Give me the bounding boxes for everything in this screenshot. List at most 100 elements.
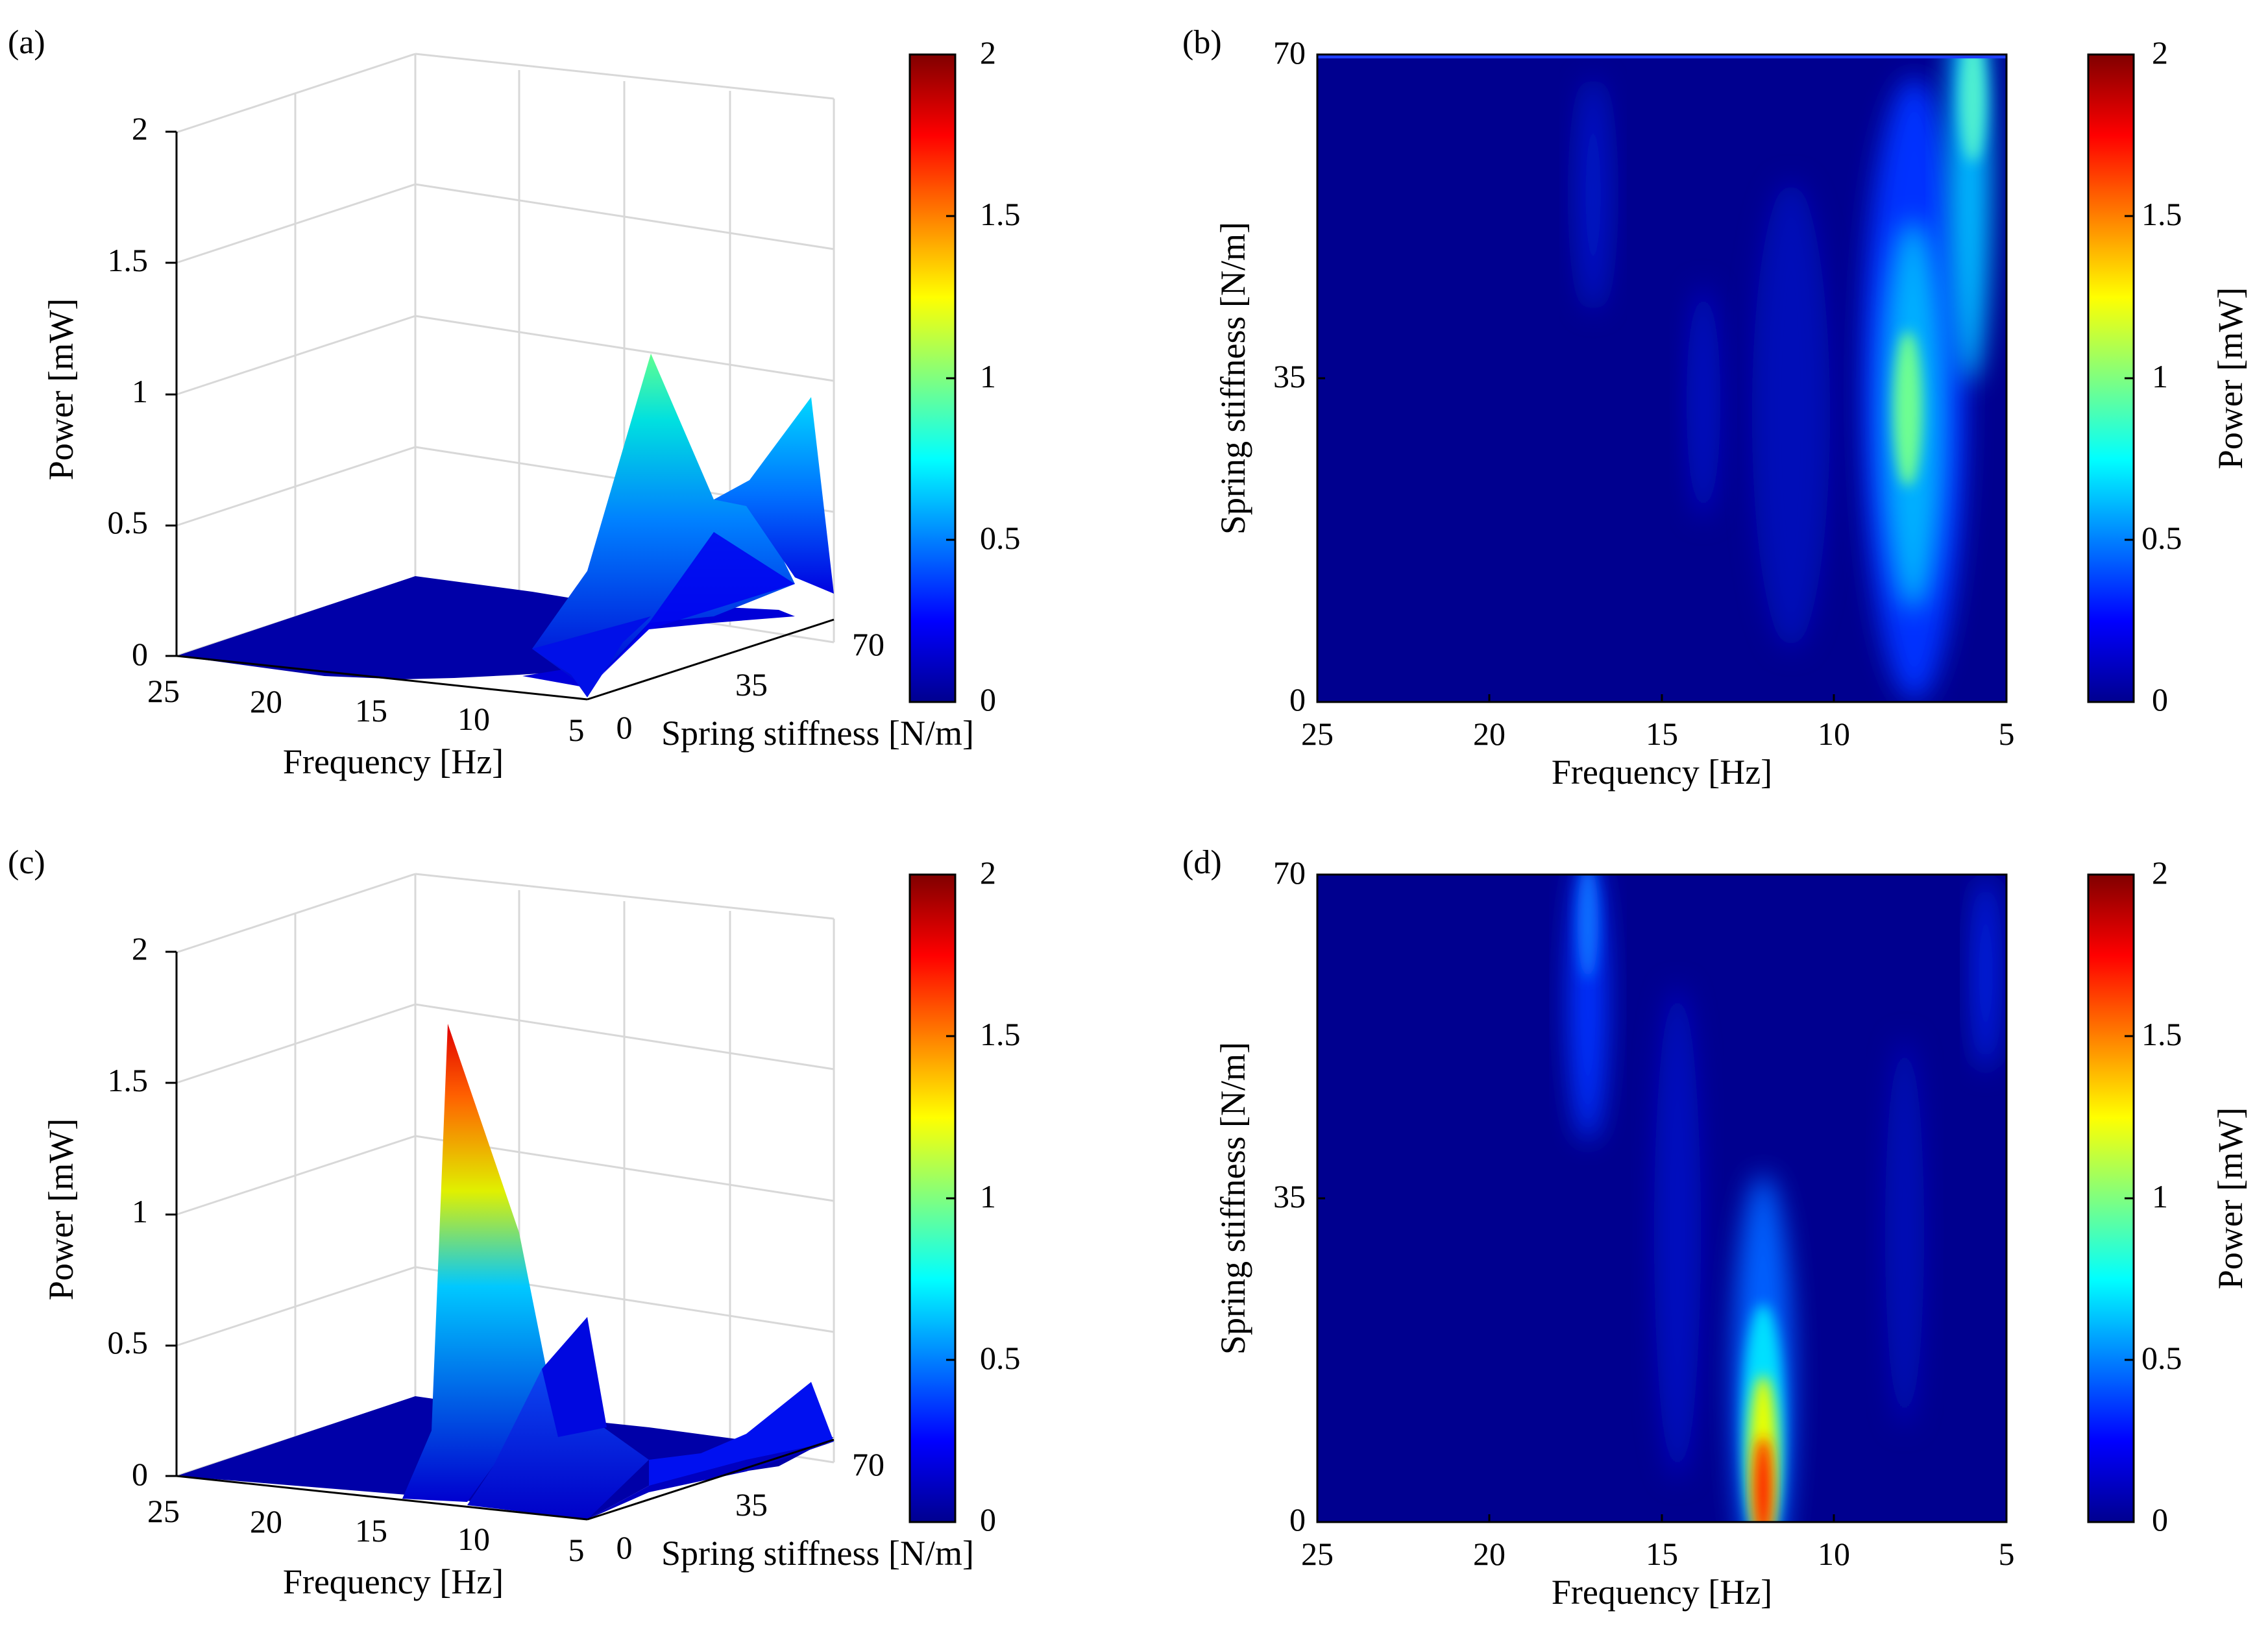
x-tick: 20 (250, 683, 282, 720)
colorbar-tick: 0.5 (2141, 1340, 2182, 1376)
colorbar-tick: 0.5 (980, 1340, 1021, 1376)
panel-a-yticks: 0 35 70 (616, 626, 885, 745)
panel-b-yticks: 0 35 70 (1273, 34, 1306, 718)
x-tick: 25 (147, 1493, 180, 1529)
colorbar-label-b: Power [mW] (2211, 287, 2250, 469)
heatmap-b (1317, 54, 2006, 702)
panel-a: (a) (8, 24, 1021, 781)
colorbar-tick: 0 (2152, 1501, 2168, 1538)
x-tick: 25 (1301, 1536, 1334, 1572)
x-tick: 25 (1301, 716, 1334, 752)
colorbar-tick: 0 (980, 1501, 996, 1538)
x-tick: 15 (355, 1512, 387, 1549)
colorbar-tick: 0 (980, 681, 996, 718)
z-tick: 2 (132, 110, 148, 147)
panel-c-zticks: 0 0.5 1 1.5 2 (108, 930, 149, 1492)
colorbar-tick: 0.5 (2141, 520, 2182, 556)
panel-a-zlabel: Power [mW] (42, 298, 80, 480)
panel-d-ticks (1316, 873, 2008, 1523)
colorbar-tick: 1.5 (2141, 1016, 2182, 1052)
panel-c-xlabel: Frequency [Hz] (283, 1562, 504, 1601)
panel-label-a: (a) (8, 24, 45, 61)
surface-a-base (177, 576, 649, 679)
colorbar-tick: 1 (2152, 1178, 2168, 1215)
z-tick: 0 (132, 1456, 148, 1492)
y-tick: 35 (735, 666, 768, 703)
x-tick: 10 (457, 701, 490, 737)
x-tick: 20 (1473, 1536, 1506, 1572)
surface-c-edge (587, 1442, 834, 1519)
panel-c-zlabel: Power [mW] (42, 1119, 80, 1300)
panel-b-xticks: 25 20 15 10 5 (1301, 716, 2015, 752)
panel-a-xticks: 25 20 15 10 5 (147, 673, 585, 748)
colorbar-tick: 1.5 (2141, 196, 2182, 232)
x-tick: 5 (1999, 716, 2015, 752)
x-tick: 10 (1818, 716, 1850, 752)
colorbar-tick: 0.5 (980, 520, 1021, 556)
x-tick: 5 (568, 712, 585, 748)
panel-d: (d) 0 35 70 25 20 15 10 5 (1182, 844, 2250, 1612)
z-tick: 0.5 (108, 504, 149, 540)
x-tick: 5 (1999, 1536, 2015, 1572)
x-tick: 20 (250, 1503, 282, 1540)
panel-d-colorbar: 0 0.5 1 1.5 2 Power [mW] (2087, 854, 2250, 1538)
x-tick: 25 (147, 673, 180, 709)
colorbar-tick: 1 (980, 358, 996, 394)
colorbar-tick: 2 (980, 34, 996, 71)
y-tick: 70 (852, 1446, 884, 1482)
y-tick: 0 (1289, 681, 1306, 718)
panel-c-yticks: 0 35 70 (616, 1446, 885, 1566)
surface-c-right-bump (649, 1382, 834, 1486)
colorbar-tick: 2 (980, 854, 996, 891)
panel-c-surface (177, 1024, 834, 1519)
y-tick: 0 (616, 709, 633, 745)
panel-a-xlabel: Frequency [Hz] (283, 742, 504, 781)
y-tick: 35 (1273, 358, 1306, 394)
panel-label-d: (d) (1182, 844, 1222, 881)
panel-c: (c) (8, 844, 1021, 1601)
colorbar-tick: 1 (980, 1178, 996, 1215)
surface-a-right-peak (714, 397, 834, 594)
panel-d-ylabel: Spring stiffness [N/m] (1213, 1042, 1252, 1355)
x-tick: 10 (1818, 1536, 1850, 1572)
x-tick: 15 (1646, 1536, 1678, 1572)
z-tick: 1.5 (108, 1062, 149, 1098)
y-tick: 0 (616, 1529, 633, 1566)
panel-b-ylabel: Spring stiffness [N/m] (1213, 222, 1252, 535)
x-tick: 5 (568, 1532, 585, 1568)
y-tick: 70 (1273, 854, 1306, 891)
panel-label-b: (b) (1182, 24, 1222, 61)
z-tick: 0.5 (108, 1324, 149, 1361)
panel-c-xticks: 25 20 15 10 5 (147, 1493, 585, 1568)
x-tick: 15 (355, 692, 387, 729)
colorbar-tick: 2 (2152, 34, 2168, 71)
y-tick: 70 (1273, 34, 1306, 71)
x-tick: 10 (457, 1521, 490, 1557)
panel-b-xlabel: Frequency [Hz] (1552, 753, 1772, 792)
x-tick: 15 (1646, 716, 1678, 752)
y-tick: 0 (1289, 1501, 1306, 1538)
colorbar-tick: 2 (2152, 854, 2168, 891)
x-tick: 20 (1473, 716, 1506, 752)
panel-a-surface (177, 354, 834, 697)
surface-a-mid (587, 532, 795, 689)
panel-d-yticks: 0 35 70 (1273, 854, 1306, 1538)
heatmap-d (1317, 875, 2006, 1522)
z-tick: 1 (132, 373, 148, 409)
surface-a-front-dip (532, 616, 651, 697)
surface-c-back (542, 1317, 607, 1437)
panel-c-axes (165, 950, 835, 1521)
z-tick: 0 (132, 636, 148, 672)
surface-a-peak (532, 354, 795, 689)
y-tick: 70 (852, 626, 884, 662)
panel-label-c: (c) (8, 844, 45, 881)
surface-c-peak (402, 1024, 552, 1502)
y-tick: 35 (1273, 1178, 1306, 1215)
colorbar-tick: 1.5 (980, 196, 1021, 232)
panel-c-colorbar: 0 0.5 1 1.5 2 (908, 854, 1021, 1538)
panel-a-zticks: 0 0.5 1 1.5 2 (108, 110, 149, 672)
panel-b-ticks (1316, 53, 2008, 703)
colorbar-tick: 0 (2152, 681, 2168, 718)
y-tick: 35 (735, 1486, 768, 1523)
